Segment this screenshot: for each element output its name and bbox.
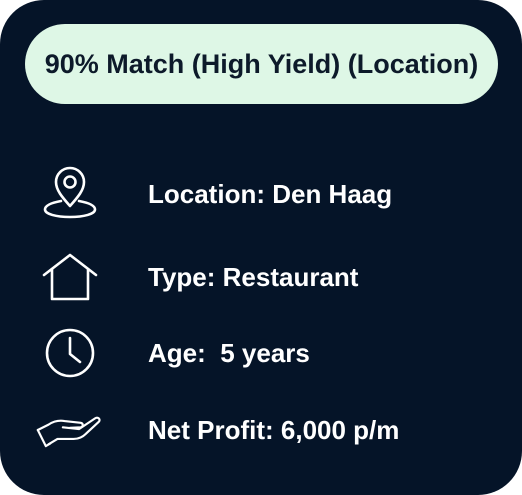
clock-icon	[36, 321, 104, 385]
location-label: Location: Den Haag	[148, 178, 393, 209]
hand-icon	[36, 398, 104, 462]
type-label: Type: Restaurant	[148, 261, 359, 292]
age-label: Age: 5 years	[148, 337, 310, 368]
detail-row-age: Age: 5 years	[36, 321, 506, 385]
house-icon	[36, 245, 104, 309]
location-pin-icon	[36, 162, 104, 226]
net-profit-label: Net Profit: 6,000 p/m	[148, 414, 400, 445]
detail-row-net-profit: Net Profit: 6,000 p/m	[36, 398, 506, 462]
detail-row-type: Type: Restaurant	[36, 245, 506, 309]
detail-row-location: Location: Den Haag	[36, 162, 506, 226]
match-badge: 90% Match (High Yield) (Location)	[25, 24, 498, 104]
match-badge-text: 90% Match (High Yield) (Location)	[44, 48, 479, 79]
